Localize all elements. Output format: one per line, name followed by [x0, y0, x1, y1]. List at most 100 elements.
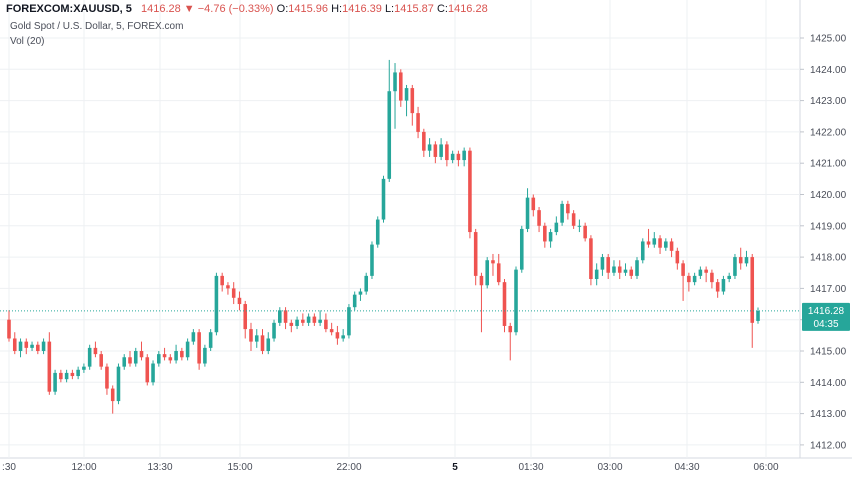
candle: [612, 260, 616, 276]
low-value: 1415.87: [394, 3, 434, 15]
candle: [687, 272, 691, 292]
candle: [427, 138, 432, 157]
candle: [439, 138, 443, 161]
candle: [658, 235, 662, 254]
change-value: −4.76 (−0.33%): [197, 3, 274, 15]
candle-body: [283, 310, 288, 323]
candle: [750, 253, 755, 348]
candle: [105, 363, 109, 395]
candle-body: [237, 297, 242, 305]
candle-body: [157, 354, 161, 364]
candle: [278, 307, 282, 326]
change-arrow-icon: ▼: [183, 3, 195, 15]
chart-grid: [0, 0, 852, 459]
candle-body: [698, 269, 703, 276]
candle: [208, 329, 213, 351]
candle-body: [99, 354, 103, 367]
candle: [635, 257, 639, 280]
candle: [358, 288, 363, 301]
candle: [99, 351, 103, 370]
price-axis: 1412.001413.001414.001415.001416.001417.…: [800, 34, 847, 451]
candle-body: [491, 260, 495, 264]
candle: [318, 310, 322, 326]
candle-body: [577, 225, 582, 227]
candle-body: [617, 266, 622, 273]
candle: [623, 263, 628, 276]
candle-body: [566, 203, 570, 214]
candle-body: [589, 238, 593, 280]
candle-body: [721, 279, 726, 292]
price-tick-label: 1425.00: [810, 34, 847, 45]
candle: [646, 228, 651, 248]
candle-body: [738, 257, 743, 264]
candle: [47, 332, 52, 395]
time-tick-label: 12:00: [71, 462, 96, 473]
bar-countdown: 04:35: [813, 319, 838, 330]
candle-body: [364, 275, 369, 292]
last-price-tag-value: 1416.28: [808, 306, 845, 317]
time-tick-label: 06:00: [753, 462, 778, 473]
candle-body: [70, 372, 75, 377]
candle: [664, 238, 668, 251]
candle: [629, 266, 634, 280]
candle-body: [7, 319, 11, 339]
candle: [254, 329, 259, 348]
candle: [122, 354, 127, 370]
candle: [191, 329, 196, 345]
candle: [133, 347, 138, 367]
candle-body: [226, 285, 230, 289]
candle-body: [387, 91, 392, 179]
candle: [710, 269, 714, 289]
candle-body: [36, 344, 40, 351]
candle: [36, 341, 40, 355]
candle-body: [560, 203, 564, 223]
price-tick-label: 1417.00: [810, 284, 847, 295]
candle: [18, 338, 23, 358]
time-tick-label: 13:30: [147, 462, 172, 473]
candle-body: [47, 341, 52, 392]
time-tick-label: 01:30: [518, 462, 543, 473]
candle-body: [208, 332, 213, 348]
candle: [64, 369, 69, 383]
candle: [583, 222, 587, 242]
candle: [180, 347, 184, 361]
candle-body: [675, 250, 680, 264]
candle-body: [710, 272, 714, 283]
candle: [185, 338, 190, 361]
candle: [249, 322, 253, 351]
candle-body: [548, 232, 553, 242]
symbol-label[interactable]: FOREXCOM:XAUUSD, 5: [6, 3, 132, 15]
candle-body: [180, 351, 184, 358]
candle: [617, 260, 622, 280]
volume-indicator-label[interactable]: Vol (20): [10, 36, 45, 47]
candle: [352, 291, 357, 311]
candle: [692, 272, 697, 286]
candle-body: [347, 307, 351, 336]
candle-body: [554, 222, 559, 233]
candle-body: [635, 260, 639, 276]
candle: [335, 325, 340, 345]
candle: [266, 332, 271, 355]
candle-body: [82, 366, 86, 370]
candle-body: [422, 131, 426, 151]
low-label: L:: [384, 3, 395, 15]
candle-body: [600, 257, 605, 270]
price-tick-label: 1412.00: [810, 440, 847, 451]
time-tick-label: 5: [452, 462, 458, 473]
symbol-header[interactable]: FOREXCOM:XAUUSD, 5 1416.28 ▼ −4.76 (−0.3…: [6, 3, 488, 15]
candle-body: [12, 338, 17, 351]
price-tick-label: 1415.00: [810, 347, 847, 358]
time-tick-label: 04:30: [674, 462, 699, 473]
candle: [554, 216, 559, 236]
candle-body: [687, 275, 691, 283]
candle: [226, 282, 230, 295]
candle-body: [450, 153, 455, 161]
candle-body: [335, 332, 340, 339]
candle-body: [398, 72, 403, 101]
candle: [502, 279, 507, 333]
candle-body: [324, 319, 328, 330]
candle-body: [715, 282, 720, 292]
candle-body: [122, 357, 127, 367]
candle-body: [295, 319, 299, 326]
